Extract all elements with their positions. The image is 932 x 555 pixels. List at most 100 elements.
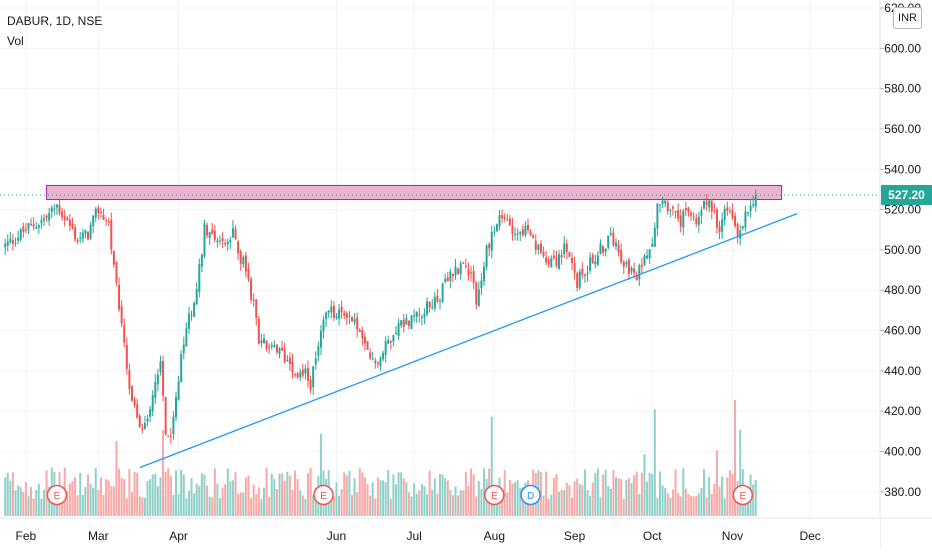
candle-body: [454, 266, 457, 275]
candle-body: [449, 271, 452, 281]
candle-body: [301, 369, 304, 376]
volume-indicator-label[interactable]: Vol: [7, 34, 24, 48]
volume-bar: [516, 480, 519, 516]
candle-body: [40, 220, 43, 224]
volume-bar: [558, 491, 561, 516]
candle-body: [436, 295, 439, 302]
time-tick-label: Oct: [643, 529, 662, 543]
volume-bar: [314, 487, 317, 516]
candle-body: [268, 346, 271, 348]
volume-bar: [84, 486, 87, 516]
volume-bar: [296, 479, 299, 516]
candle-body: [495, 224, 498, 232]
volume-bar: [301, 495, 304, 516]
volume-bar: [167, 467, 170, 516]
candle-body: [270, 345, 273, 348]
volume-bar: [358, 468, 361, 516]
candle-body: [288, 357, 291, 364]
candle-body: [532, 235, 535, 239]
volume-bar: [583, 469, 586, 516]
volume-bar: [17, 485, 20, 516]
volume-bar: [68, 483, 71, 516]
candle-body: [252, 299, 255, 301]
candle-body: [87, 232, 89, 240]
candle-body: [462, 263, 465, 265]
volume-bar: [224, 484, 227, 516]
candle-body: [159, 361, 162, 372]
volume-bar: [609, 488, 612, 516]
candle-body: [389, 341, 392, 343]
volume-bar: [363, 477, 366, 516]
candle-body: [596, 255, 599, 265]
symbol-title[interactable]: DABUR, 1D, NSE: [7, 14, 103, 28]
volume-bar: [348, 471, 351, 516]
candle-body: [721, 219, 724, 232]
volume-bar: [94, 468, 97, 516]
volume-bar: [695, 495, 698, 516]
candle-body: [76, 240, 79, 242]
volume-bar: [708, 477, 711, 516]
candle-body: [250, 278, 253, 300]
candle-body: [68, 219, 71, 226]
candle-body: [413, 315, 416, 317]
volume-bar: [61, 498, 64, 516]
candle-body: [397, 323, 400, 337]
time-tick-label: Sep: [564, 529, 586, 543]
candle-body: [48, 213, 51, 221]
volume-bar: [387, 469, 390, 516]
volume-bar: [508, 479, 511, 516]
candle-body: [361, 330, 364, 339]
volume-bar: [138, 496, 141, 516]
candle-body: [555, 257, 558, 266]
candle-body: [312, 366, 315, 388]
candle-body: [304, 368, 307, 374]
candle-body: [682, 210, 685, 228]
volume-bar: [646, 481, 649, 516]
volume-bar: [651, 474, 654, 516]
volume-bar: [682, 468, 685, 516]
earnings-marker: E: [484, 484, 505, 506]
volume-bar: [159, 477, 162, 516]
candle-body: [330, 306, 333, 313]
time-tick-label: Mar: [88, 529, 109, 543]
currency-badge[interactable]: INR: [893, 7, 922, 29]
volume-bar: [105, 479, 108, 516]
volume-bar: [252, 484, 255, 516]
candle-body: [84, 229, 87, 234]
candle-body: [182, 344, 185, 354]
volume-bar: [278, 473, 281, 516]
volume-bar: [426, 494, 429, 516]
candle-body: [477, 289, 480, 306]
volume-bar: [677, 493, 680, 516]
volume-bar: [604, 469, 607, 516]
candle-body: [11, 240, 14, 244]
volume-bar: [433, 478, 436, 516]
candle-body: [407, 320, 410, 326]
volume-bar: [146, 481, 149, 516]
candle-body: [273, 344, 276, 347]
candle-body: [420, 316, 423, 319]
volume-bar: [136, 472, 139, 516]
volume-bar: [221, 487, 224, 516]
candle-body: [335, 316, 338, 319]
candle-body: [581, 268, 584, 276]
candle-body: [61, 211, 64, 218]
candle-body: [602, 246, 605, 253]
candle-body: [363, 336, 366, 344]
candle-body: [9, 238, 12, 243]
volume-bar: [288, 475, 291, 516]
volume-bar: [692, 496, 695, 516]
candle-body: [263, 338, 265, 344]
candle-body: [423, 313, 426, 318]
candle-body: [99, 211, 102, 213]
price-tick-label: 580.00: [884, 82, 921, 96]
volume-bar: [752, 484, 755, 516]
volume-bar: [172, 494, 175, 516]
candle-body: [131, 386, 133, 401]
candle-body: [169, 435, 172, 438]
volume-bar: [27, 496, 30, 516]
price-tick-label: 500.00: [884, 243, 921, 257]
candle-body: [545, 257, 548, 263]
